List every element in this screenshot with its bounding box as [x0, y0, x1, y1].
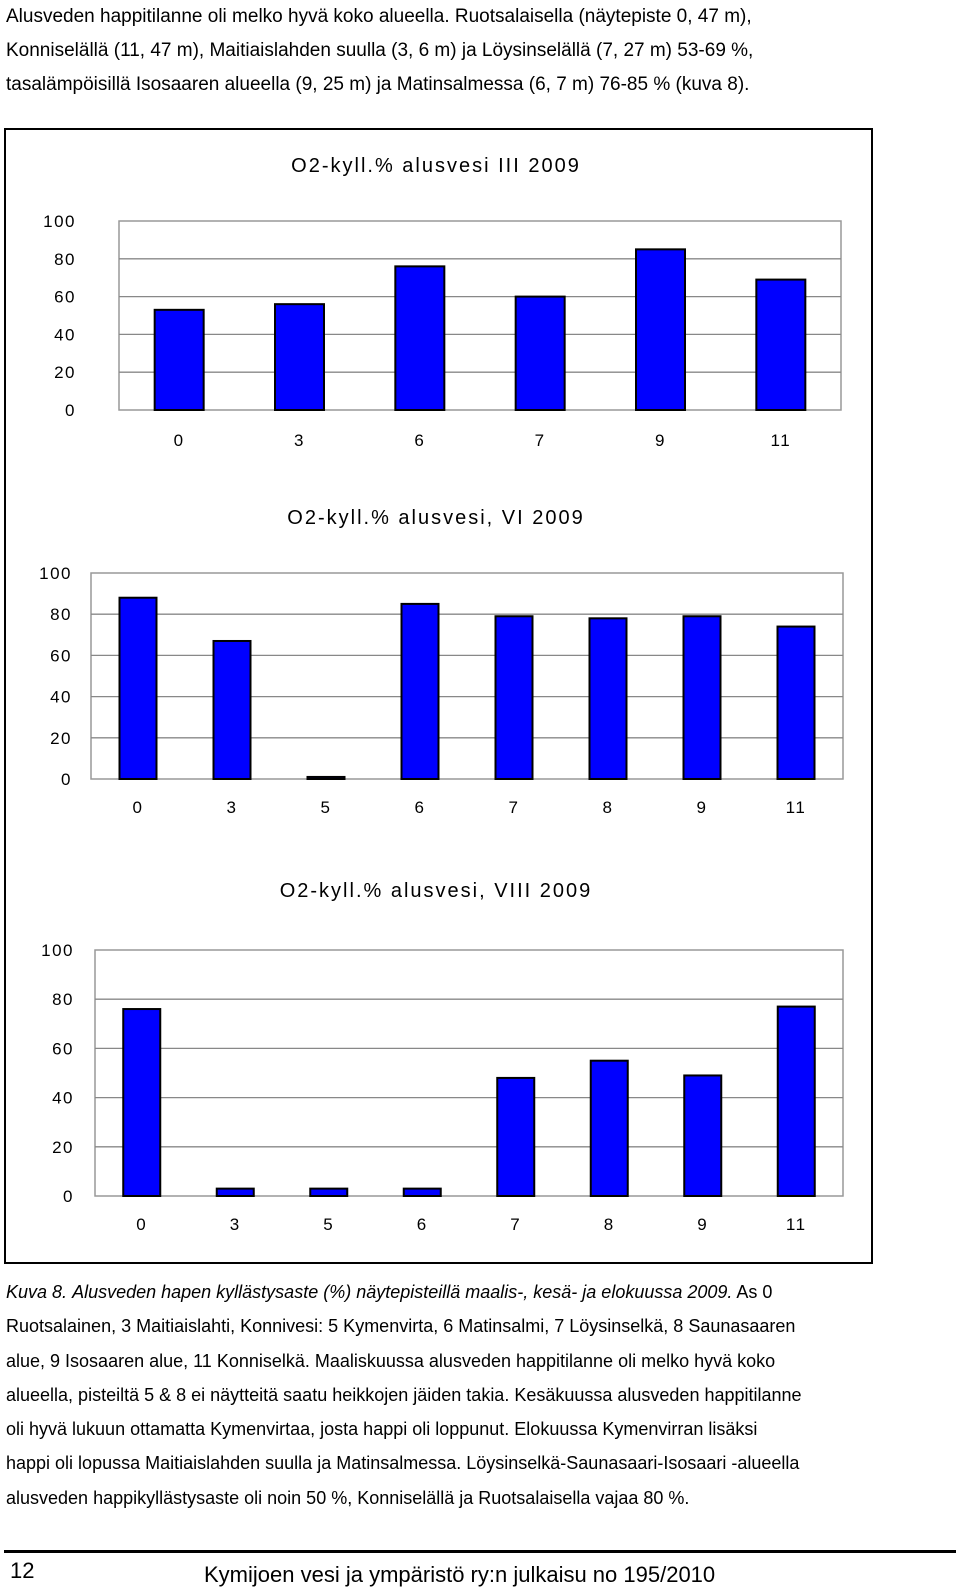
- bar-0: [118, 596, 158, 780]
- intro-line-1: Alusveden happitilanne oli melko hyvä ko…: [6, 6, 752, 27]
- bar-chart-2: 0 20 40 60 80 100 O2-kyll.% alusvesi, VI 2009 0…: [39, 507, 844, 817]
- y-tick-label: 20: [54, 363, 76, 382]
- bar-3: [215, 1187, 255, 1197]
- x-tick-label: 7: [535, 431, 546, 450]
- x-tick-label: 7: [509, 798, 520, 817]
- y-tick-label: 100: [41, 941, 74, 960]
- y-tick-label: 100: [39, 564, 72, 583]
- x-tick-label: 11: [786, 1215, 807, 1234]
- bar-7: [494, 615, 534, 781]
- bar-7: [514, 295, 566, 412]
- y-tick-label: 0: [65, 401, 76, 420]
- bar-5: [306, 775, 346, 781]
- bar-9: [683, 1074, 723, 1197]
- caption-label: Kuva 8.: [6, 1282, 68, 1302]
- plot-area: [118, 220, 842, 411]
- y-tick-label: 0: [63, 1187, 74, 1206]
- y-tick-label: 100: [43, 212, 76, 231]
- x-tick-label: 9: [697, 798, 708, 817]
- chart-title: O2-kyll.% alusvesi III 2009: [291, 155, 581, 177]
- caption-line-1-rest: As 0: [736, 1282, 773, 1302]
- y-tick-label: 60: [52, 1039, 74, 1058]
- intro-paragraph: Alusveden happitilanne oli melko hyvä ko…: [6, 0, 956, 102]
- chart-title: O2-kyll.% alusvesi, VI 2009: [287, 507, 584, 529]
- y-tick-label: 0: [61, 770, 72, 789]
- page-number: 12: [10, 1558, 35, 1583]
- caption-line-2: Ruotsalainen, 3 Maitiaislahti, Konnivesi…: [6, 1316, 796, 1337]
- x-tick-label: 3: [230, 1215, 241, 1234]
- x-tick-label: 6: [417, 1215, 428, 1234]
- bar-11: [755, 278, 807, 411]
- figure-caption: Kuva 8. Alusveden hapen kyllästysaste (%…: [6, 1275, 956, 1515]
- bar-8: [588, 617, 628, 780]
- x-tick-label: 6: [415, 798, 426, 817]
- x-tick-label: 0: [133, 798, 144, 817]
- bar-6: [400, 602, 440, 781]
- bar-9: [682, 615, 722, 781]
- x-tick-label: 5: [323, 1215, 334, 1234]
- figure-frame: [4, 128, 873, 1264]
- caption-line-5: oli hyvä lukuun ottamatta Kymenvirtaa, j…: [6, 1419, 758, 1440]
- x-tick-label: 3: [294, 431, 305, 450]
- chart-title: O2-kyll.% alusvesi, VIII 2009: [280, 880, 593, 902]
- caption-line-1: Kuva 8. Alusveden hapen kyllästysaste (%…: [6, 1275, 956, 1309]
- caption-italic-text: Alusveden hapen kyllästysaste (%) näytep…: [72, 1282, 733, 1302]
- bar-11: [776, 625, 816, 780]
- x-tick-label: 9: [697, 1215, 708, 1234]
- y-tick-label: 20: [50, 729, 72, 748]
- x-tick-label: 0: [174, 431, 185, 450]
- bar-0: [122, 1008, 162, 1197]
- bar-6: [402, 1187, 442, 1197]
- y-tick-label: 60: [50, 646, 72, 665]
- x-tick-label: 3: [227, 798, 238, 817]
- plot-area: [90, 572, 844, 780]
- footer-rule: [4, 1550, 956, 1553]
- x-tick-label: 6: [414, 431, 425, 450]
- bar-3: [274, 303, 325, 411]
- y-tick-label: 80: [52, 990, 74, 1009]
- bar-chart-1: 0 20 40 60 80 100 O2-kyll.% alusvesi III 2009 0…: [43, 155, 842, 450]
- bar-0: [153, 308, 205, 411]
- y-tick-label: 60: [54, 288, 76, 307]
- x-tick-label: 8: [604, 1215, 615, 1234]
- plot-area: [94, 949, 844, 1197]
- y-tick-label: 20: [52, 1138, 74, 1157]
- caption-line-4: alueella, pisteiltä 5 & 8 ei näytteitä s…: [6, 1384, 802, 1405]
- intro-line-2: Konniselällä (11, 47 m), Maitiaislahden …: [6, 40, 754, 61]
- y-tick-label: 40: [54, 325, 76, 344]
- publication-footer: Kymijoen vesi ja ympäristö ry:n julkaisu…: [204, 1562, 716, 1587]
- caption-line-6: happi oli lopussa Maitiaislahden suulla …: [6, 1453, 800, 1474]
- x-tick-label: 5: [321, 798, 332, 817]
- y-tick-label: 40: [50, 688, 72, 707]
- intro-line-3: tasalämpöisillä Isosaaren alueella (9, 2…: [6, 74, 750, 95]
- caption-line-7: alusveden happikyllästysaste oli noin 50…: [6, 1487, 690, 1508]
- caption-line-3: alue, 9 Isosaaren alue, 11 Konniselkä. M…: [6, 1350, 776, 1371]
- bar-9: [635, 248, 686, 411]
- x-tick-label: 9: [655, 431, 666, 450]
- x-tick-label: 8: [603, 798, 614, 817]
- x-tick-label: 11: [786, 798, 807, 817]
- y-tick-label: 80: [50, 605, 72, 624]
- x-tick-label: 0: [136, 1215, 147, 1234]
- y-tick-label: 80: [54, 250, 76, 269]
- bar-5: [309, 1187, 349, 1197]
- bar-7: [496, 1076, 536, 1198]
- y-tick-label: 40: [52, 1089, 74, 1108]
- bar-11: [776, 1005, 816, 1198]
- bar-6: [394, 265, 446, 411]
- x-tick-label: 11: [771, 431, 792, 450]
- x-tick-label: 7: [510, 1215, 521, 1234]
- bar-8: [589, 1059, 629, 1197]
- bar-3: [212, 639, 252, 780]
